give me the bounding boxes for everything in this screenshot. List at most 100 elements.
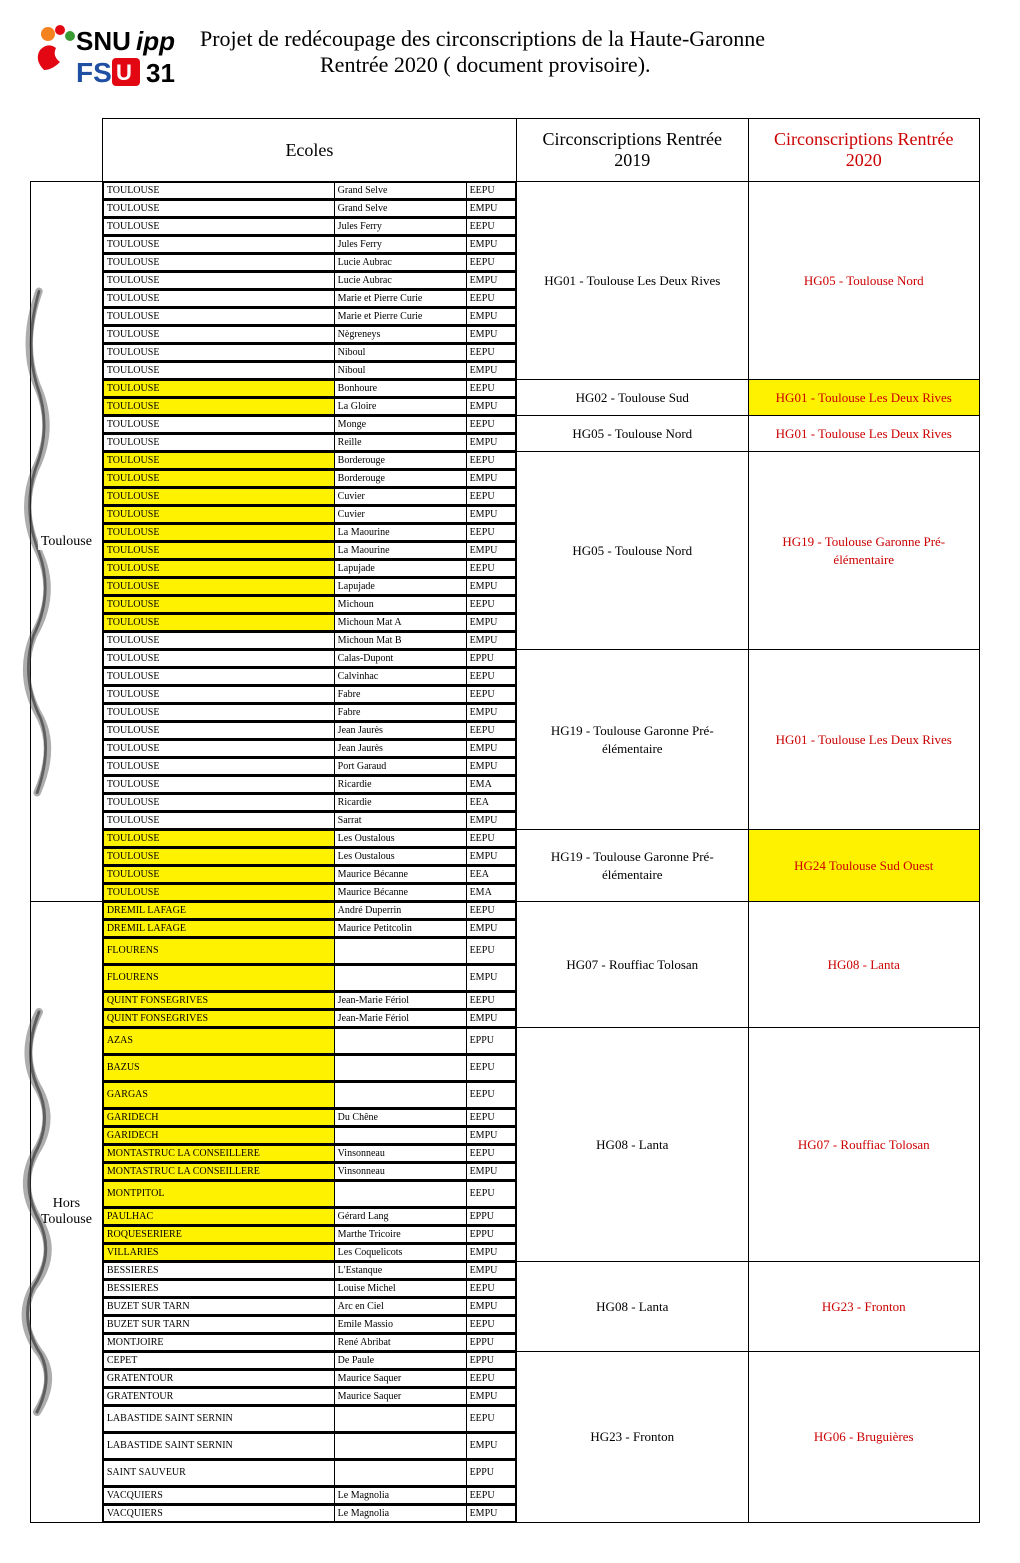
ecole-row: CEPET De Paule EPPU xyxy=(102,1352,516,1370)
ecole-cell: Niboul xyxy=(334,363,466,379)
type-cell: EEPU xyxy=(466,489,515,505)
ecole-cell: La Maourine xyxy=(334,525,466,541)
ecole-row: LABASTIDE SAINT SERNIN EEPU xyxy=(102,1406,516,1433)
commune-cell: BESSIERES xyxy=(103,1281,334,1297)
ecole-cell: Vinsonneau xyxy=(334,1146,466,1162)
type-cell: EPPU xyxy=(466,1335,515,1351)
ecole-cell: René Abribat xyxy=(334,1335,466,1351)
ecole-cell: Gérard Lang xyxy=(334,1209,466,1225)
title-line-2: Rentrée 2020 ( document provisoire). xyxy=(200,52,980,78)
circonscriptions-table: Ecoles Circonscriptions Rentrée 2019 Cir… xyxy=(30,118,980,1523)
commune-cell: TOULOUSE xyxy=(103,201,334,217)
commune-cell: BESSIERES xyxy=(103,1263,334,1279)
commune-cell: TOULOUSE xyxy=(103,633,334,649)
commune-cell: TOULOUSE xyxy=(103,561,334,577)
ecole-row: MONTASTRUC LA CONSEILLERE Vinsonneau EEP… xyxy=(102,1145,516,1163)
commune-cell: QUINT FONSEGRIVES xyxy=(103,993,334,1009)
ecole-row: TOULOUSE Lapujade EEPU xyxy=(102,560,516,578)
ecole-cell: Louise Michel xyxy=(334,1281,466,1297)
type-cell: EMPU xyxy=(466,507,515,523)
ecole-cell: Maurice Petitcolin xyxy=(334,921,466,937)
commune-cell: MONTJOIRE xyxy=(103,1335,334,1351)
commune-cell: AZAS xyxy=(103,1029,334,1054)
type-cell: EMPU xyxy=(466,399,515,415)
commune-cell: TOULOUSE xyxy=(103,669,334,685)
type-cell: EMPU xyxy=(466,633,515,649)
circ-2020: HG05 - Toulouse Nord xyxy=(748,182,980,380)
ecole-row: BUZET SUR TARN Arc en Ciel EMPU xyxy=(102,1298,516,1316)
ecole-row: TOULOUSE Grand Selve EMPU xyxy=(102,200,516,218)
type-cell: EEPU xyxy=(466,831,515,847)
type-cell: EEPU xyxy=(466,345,515,361)
type-cell: EPPU xyxy=(466,1209,515,1225)
type-cell: EPPU xyxy=(466,1029,515,1054)
type-cell: EEPU xyxy=(466,219,515,235)
type-cell: EEPU xyxy=(466,1110,515,1126)
ecole-row: DREMIL LAFAGE André Duperrin EEPU xyxy=(102,902,516,920)
type-cell: EEPU xyxy=(466,1146,515,1162)
type-cell: EEPU xyxy=(466,561,515,577)
ecole-cell: Cuvier xyxy=(334,507,466,523)
commune-cell: TOULOUSE xyxy=(103,291,334,307)
ecole-row: SAINT SAUVEUR EPPU xyxy=(102,1460,516,1487)
ecole-row: TOULOUSE Les Oustalous EEPU xyxy=(102,830,516,848)
ecole-cell: Sarrat xyxy=(334,813,466,829)
commune-cell: VACQUIERS xyxy=(103,1506,334,1522)
commune-cell: MONTPITOL xyxy=(103,1182,334,1207)
ecole-cell xyxy=(334,1434,466,1459)
ecole-cell xyxy=(334,1182,466,1207)
ecole-cell xyxy=(334,1407,466,1432)
ecole-row: TOULOUSE Fabre EEPU xyxy=(102,686,516,704)
commune-cell: TOULOUSE xyxy=(103,795,334,811)
ecole-row: BUZET SUR TARN Emile Massio EEPU xyxy=(102,1316,516,1334)
type-cell: EPPU xyxy=(466,1227,515,1243)
svg-text:SNU: SNU xyxy=(76,26,131,56)
ecole-row: TOULOUSE Marie et Pierre Curie EEPU xyxy=(102,290,516,308)
ecole-row: TOULOUSE Niboul EMPU xyxy=(102,362,516,380)
ecole-cell: Jules Ferry xyxy=(334,219,466,235)
type-cell: EMPU xyxy=(466,741,515,757)
ecole-cell: Cuvier xyxy=(334,489,466,505)
circ-2019: HG08 - Lanta xyxy=(517,1262,748,1352)
ecole-cell: Ricardie xyxy=(334,777,466,793)
section-label: Toulouse xyxy=(31,182,103,902)
type-cell: EMA xyxy=(466,777,515,793)
ecole-cell: Marie et Pierre Curie xyxy=(334,309,466,325)
commune-cell: TOULOUSE xyxy=(103,273,334,289)
type-cell: EEPU xyxy=(466,939,515,964)
ecole-row: TOULOUSE Bonhoure EEPU xyxy=(102,380,516,398)
type-cell: EEPU xyxy=(466,687,515,703)
commune-cell: CEPET xyxy=(103,1353,334,1369)
type-cell: EEA xyxy=(466,867,515,883)
ecole-cell: Monge xyxy=(334,417,466,433)
type-cell: EEPU xyxy=(466,597,515,613)
commune-cell: BUZET SUR TARN xyxy=(103,1299,334,1315)
col-header-2019: Circonscriptions Rentrée 2019 xyxy=(517,119,748,182)
ecole-row: TOULOUSE Calas-Dupont EPPU xyxy=(102,650,516,668)
ecole-cell xyxy=(334,1029,466,1054)
svg-text:31: 31 xyxy=(146,58,175,88)
ecole-cell xyxy=(334,966,466,991)
commune-cell: TOULOUSE xyxy=(103,651,334,667)
commune-cell: TOULOUSE xyxy=(103,705,334,721)
commune-cell: TOULOUSE xyxy=(103,867,334,883)
circ-2019: HG07 - Rouffiac Tolosan xyxy=(517,902,748,1028)
type-cell: EMPU xyxy=(466,309,515,325)
type-cell: EMPU xyxy=(466,327,515,343)
ecole-cell: Nègreneys xyxy=(334,327,466,343)
ecole-cell: Calas-Dupont xyxy=(334,651,466,667)
ecole-row: MONTPITOL EEPU xyxy=(102,1181,516,1208)
commune-cell: TOULOUSE xyxy=(103,363,334,379)
svg-text:U: U xyxy=(116,60,132,85)
type-cell: EEPU xyxy=(466,1056,515,1081)
commune-cell: QUINT FONSEGRIVES xyxy=(103,1011,334,1027)
commune-cell: GARGAS xyxy=(103,1083,334,1108)
commune-cell: TOULOUSE xyxy=(103,255,334,271)
commune-cell: TOULOUSE xyxy=(103,831,334,847)
circ-2020: HG23 - Fronton xyxy=(748,1262,980,1352)
commune-cell: TOULOUSE xyxy=(103,453,334,469)
commune-cell: ROQUESERIERE xyxy=(103,1227,334,1243)
type-cell: EMA xyxy=(466,885,515,901)
ecole-cell: Michoun Mat B xyxy=(334,633,466,649)
ecole-cell: André Duperrin xyxy=(334,903,466,919)
